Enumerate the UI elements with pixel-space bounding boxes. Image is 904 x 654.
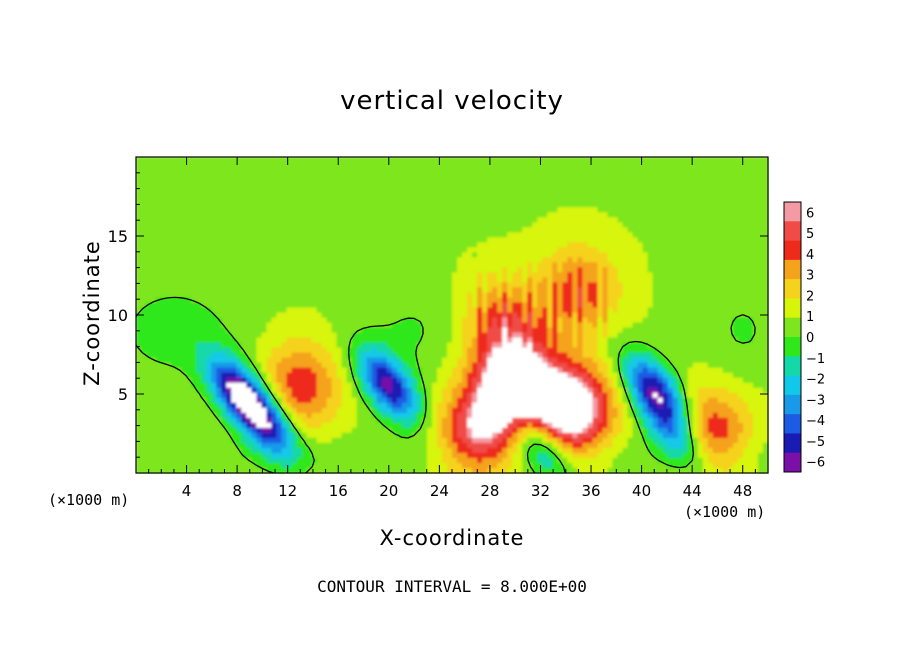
y-axis-label: Z-coordinate [80, 240, 104, 386]
colorbar-swatch [784, 337, 801, 357]
x-tick-label: 40 [632, 482, 651, 500]
x-tick-label: 44 [683, 482, 702, 500]
colorbar-swatch [784, 414, 801, 434]
colorbar-swatch [784, 433, 801, 454]
colorbar-swatch [784, 452, 801, 473]
heatmap-field [136, 157, 769, 474]
x-tick-label: 8 [232, 482, 242, 500]
colorbar-swatch [784, 202, 801, 222]
colorbar-label: 3 [806, 269, 814, 284]
x-unit-label-right: (×1000 m) [684, 503, 766, 521]
colorbar-label: 2 [806, 290, 814, 305]
colorbar-label: 6 [806, 206, 814, 221]
colorbar-border [783, 201, 802, 473]
x-tick-label: 24 [430, 482, 449, 500]
colorbar-label: 1 [806, 310, 814, 325]
colorbar-label: −1 [806, 352, 825, 367]
colorbar-label: −6 [806, 456, 825, 471]
colorbar-label: 5 [806, 227, 814, 242]
x-tick-label: 28 [480, 482, 499, 500]
colorbar-swatch [784, 317, 801, 338]
colorbar-label: 4 [806, 248, 814, 263]
x-tick-label: 32 [531, 482, 550, 500]
x-tick-label: 36 [581, 482, 600, 500]
colorbar-swatch [784, 394, 801, 415]
colorbar-label: 0 [806, 331, 814, 346]
contour-interval-note: CONTOUR INTERVAL = 8.000E+00 [317, 577, 587, 596]
x-axis-label: X-coordinate [379, 526, 525, 550]
chart-title: vertical velocity [340, 86, 564, 116]
colorbar-swatch [784, 279, 801, 299]
y-tick-label: 15 [108, 227, 128, 246]
colorbar-swatch [784, 259, 801, 280]
colorbar-label: −3 [806, 393, 825, 408]
colorbar-label: −5 [806, 435, 825, 450]
colorbar-swatch [784, 221, 801, 241]
colorbar-swatch [784, 240, 801, 261]
y-tick-label: 10 [108, 306, 128, 325]
x-tick-label: 16 [329, 482, 348, 500]
y-tick-label: 5 [118, 385, 128, 404]
x-unit-label-left: (×1000 m) [48, 491, 130, 509]
x-tick-label: 48 [733, 482, 752, 500]
colorbar-label: −2 [806, 373, 825, 388]
colorbar-swatch [784, 375, 801, 396]
colorbar-swatch [784, 356, 801, 376]
x-tick-label: 20 [379, 482, 398, 500]
x-tick-label: 4 [182, 482, 192, 500]
x-tick-label: 12 [278, 482, 297, 500]
colorbar: 6 5 4 3 2 1 0 −1 −2 −3 −4 −5 −6 [783, 201, 825, 473]
colorbar-swatch [784, 298, 801, 319]
colorbar-label: −4 [806, 414, 825, 429]
